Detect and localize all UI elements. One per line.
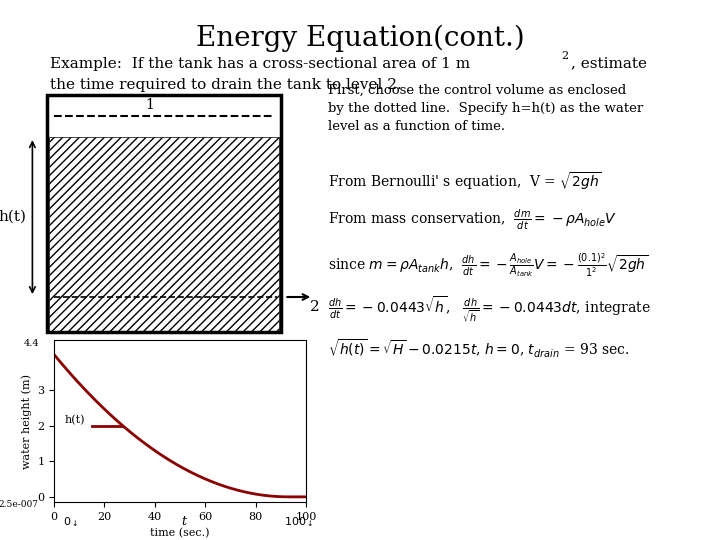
Text: the time required to drain the tank to level 2.: the time required to drain the tank to l…	[50, 78, 402, 92]
Text: , estimate: , estimate	[571, 57, 647, 71]
Text: From Bernoulli' s equation,  V = $\sqrt{2gh}$: From Bernoulli' s equation, V = $\sqrt{2…	[328, 170, 601, 192]
Text: h(t): h(t)	[0, 210, 26, 224]
Text: 2: 2	[561, 51, 568, 62]
X-axis label: time (sec.): time (sec.)	[150, 528, 210, 538]
Text: 1: 1	[145, 98, 154, 112]
Text: From mass conservation,  $\frac{dm}{dt} = -\rho A_{hole}V$: From mass conservation, $\frac{dm}{dt} =…	[328, 208, 617, 232]
Text: $100_{\downarrow}$: $100_{\downarrow}$	[284, 516, 314, 529]
Y-axis label: water height (m): water height (m)	[21, 374, 32, 469]
Bar	[47, 94, 281, 332]
Text: 4.4: 4.4	[23, 339, 39, 348]
Text: $0_{\downarrow}$: $0_{\downarrow}$	[63, 516, 78, 529]
Text: since $m = \rho A_{tank}h$,  $\frac{dh}{dt} = -\frac{A_{hole}}{A_{tank}}V = -\fr: since $m = \rho A_{tank}h$, $\frac{dh}{d…	[328, 251, 648, 279]
Text: $\frac{dh}{dt} = -0.0443\sqrt{h}$,   $\frac{dh}{\sqrt{h}} = -0.0443dt$, integrat: $\frac{dh}{dt} = -0.0443\sqrt{h}$, $\fra…	[328, 294, 650, 324]
Text: t: t	[181, 515, 186, 528]
Bar	[49, 137, 279, 331]
Text: Example:  If the tank has a cross-sectional area of 1 m: Example: If the tank has a cross-section…	[50, 57, 471, 71]
Text: 2: 2	[310, 300, 320, 314]
Text: Energy Equation(cont.): Energy Equation(cont.)	[196, 24, 524, 52]
Text: h(t): h(t)	[64, 415, 84, 426]
Text: First, choose the control volume as enclosed
by the dotted line.  Specify h=h(t): First, choose the control volume as encl…	[328, 84, 643, 133]
Text: $\sqrt{h(t)} = \sqrt{H} - 0.0215t$, $h = 0$, $t_{drain}$ = 93 sec.: $\sqrt{h(t)} = \sqrt{H} - 0.0215t$, $h =…	[328, 338, 629, 360]
Text: 2.5e-007: 2.5e-007	[0, 500, 39, 509]
